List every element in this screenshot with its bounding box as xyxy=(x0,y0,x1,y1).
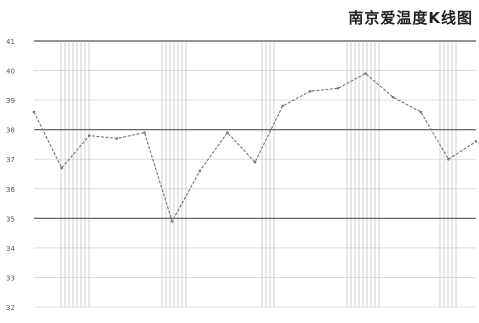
gridlines xyxy=(34,40,476,308)
data-point xyxy=(474,140,478,143)
data-point xyxy=(447,157,450,161)
data-point xyxy=(87,134,91,137)
data-point xyxy=(143,131,146,134)
data-point xyxy=(198,169,202,173)
y-tick-label: 33 xyxy=(6,274,15,282)
data-point xyxy=(115,137,119,140)
data-point xyxy=(170,219,174,223)
y-tick-label: 32 xyxy=(6,304,15,312)
y-tick-label: 38 xyxy=(6,127,15,135)
y-tick-label: 36 xyxy=(6,186,15,194)
data-point xyxy=(253,160,257,164)
chart-title: 南京爱温度K线图 xyxy=(348,9,473,27)
vertical-bands xyxy=(60,41,457,307)
data-point xyxy=(308,89,312,93)
data-point xyxy=(364,72,367,75)
y-tick-label: 40 xyxy=(6,68,15,76)
y-tick-label: 37 xyxy=(6,156,15,164)
data-point xyxy=(336,86,340,90)
data-point xyxy=(391,95,395,99)
data-point xyxy=(60,166,63,170)
y-axis-ticks: 41 40 39 38 37 36 35 34 33 32 xyxy=(6,38,15,312)
data-point xyxy=(419,110,423,114)
y-tick-label: 39 xyxy=(6,97,15,105)
data-point xyxy=(226,131,229,134)
data-point xyxy=(32,110,36,114)
y-tick-label: 35 xyxy=(6,215,15,223)
series-line xyxy=(33,72,477,223)
y-tick-label: 34 xyxy=(6,245,15,253)
series-group xyxy=(32,72,478,223)
data-point xyxy=(281,104,284,108)
y-tick-label: 41 xyxy=(6,38,15,46)
